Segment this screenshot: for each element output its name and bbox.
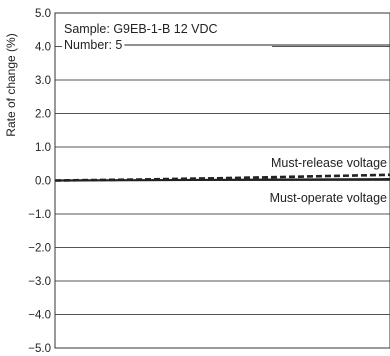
series-layer	[54, 173, 390, 182]
y-axis-label: Rate of change (%)	[4, 33, 18, 136]
y-tick-label: 0.0	[35, 176, 51, 188]
series-line-must-operate	[54, 178, 390, 182]
y-tick-label: 3.0	[35, 75, 51, 87]
y-tick-label: −1.0	[28, 209, 51, 221]
y-tick-label: −5.0	[28, 343, 51, 355]
y-tick-label: 2.0	[35, 109, 51, 121]
y-tick-label: 5.0	[35, 8, 51, 20]
plot-frame	[54, 12, 390, 349]
series-label-must-operate: Must-operate voltage	[270, 191, 387, 205]
y-tick-labels: 5.0 4.0 3.0 2.0 1.0 0.0 −1.0 −2.0 −3.0 −4.0 −5.0	[28, 8, 51, 355]
bottom-mask	[55, 330, 390, 350]
y-tick-label: −3.0	[28, 276, 51, 288]
annotation-mask	[62, 18, 272, 62]
y-tick-label: 1.0	[35, 142, 51, 154]
annotations: Sample: G9EB-1-B 12 VDC Number: 5	[62, 18, 390, 62]
y-tick-label: −4.0	[28, 310, 51, 322]
y-tick-label: 4.0	[35, 42, 51, 54]
number-annotation: Number: 5	[64, 38, 122, 52]
y-tick-label: −2.0	[28, 243, 51, 255]
series-label-must-release: Must-release voltage	[271, 156, 387, 170]
sample-annotation: Sample: G9EB-1-B 12 VDC	[64, 22, 218, 36]
